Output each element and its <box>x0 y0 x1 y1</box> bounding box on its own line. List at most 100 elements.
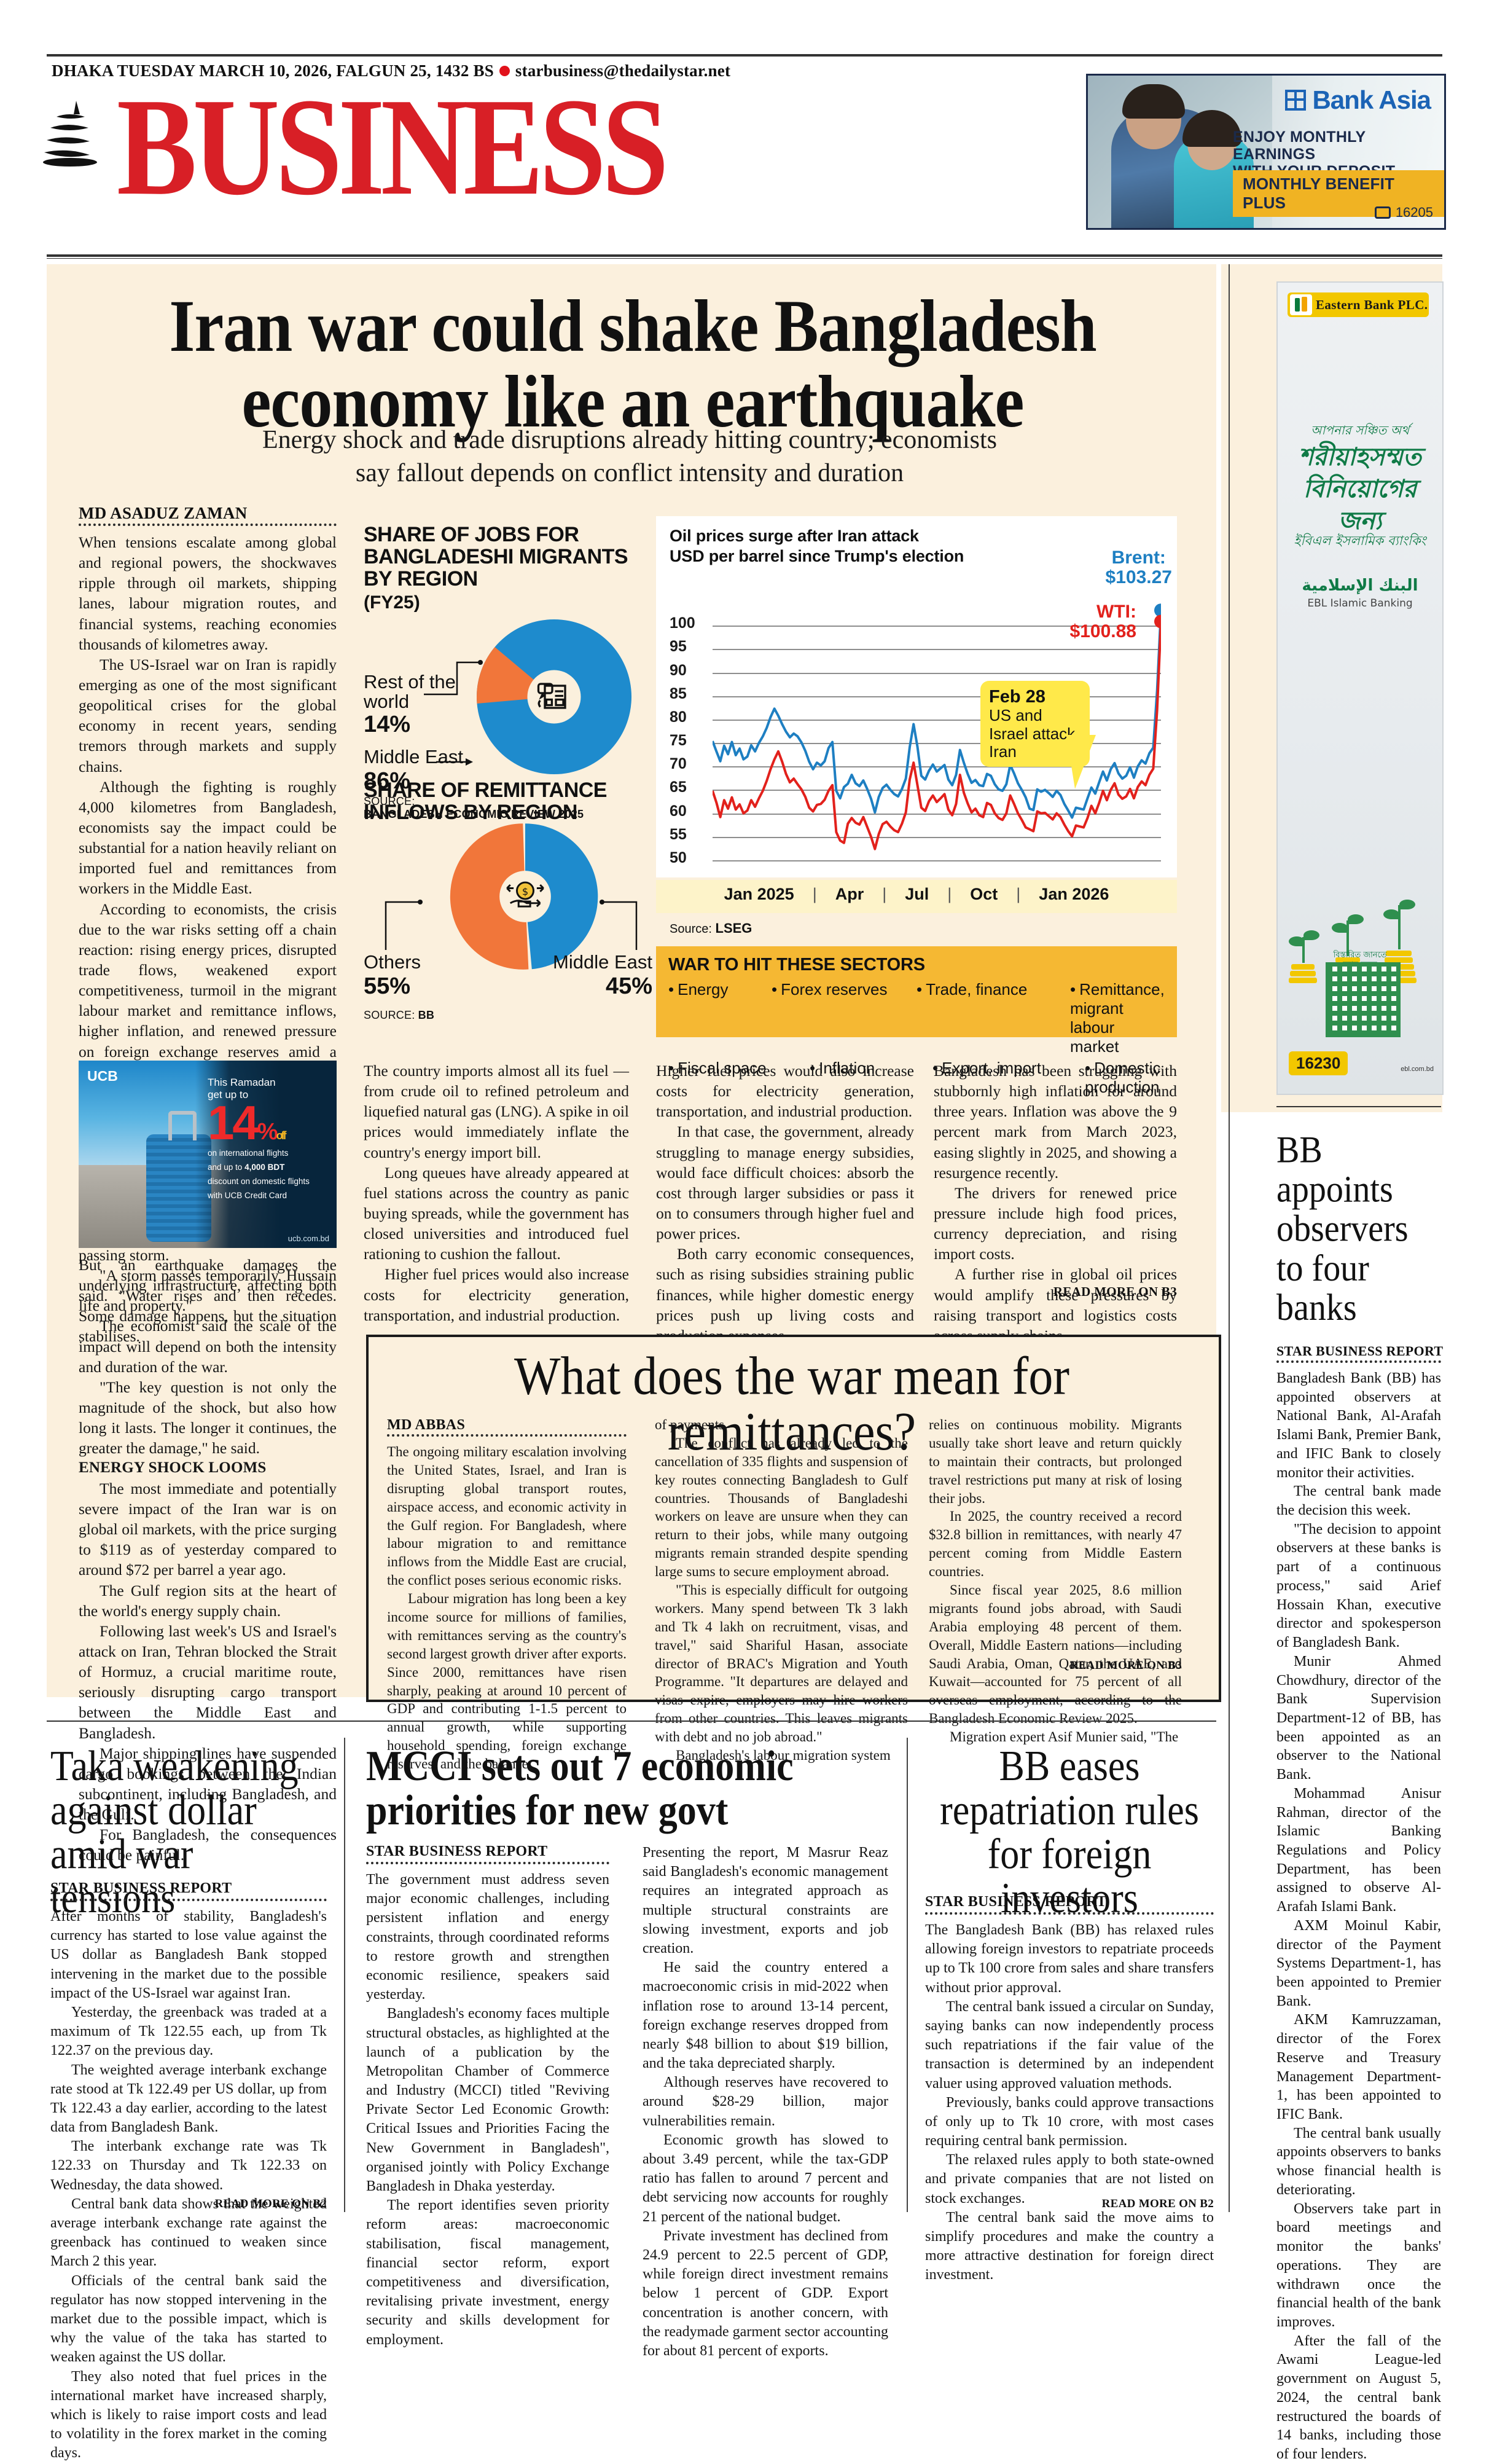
paragraph: Long queues have already appeared at fue… <box>364 1163 629 1263</box>
paragraph: Bangladesh's labour migration system <box>676 1748 891 1764</box>
bank-asia-mark-icon <box>1285 90 1307 111</box>
donut-jobs-label-a: Rest of the world <box>364 671 456 713</box>
ebl-cta-line-1: বিস্তারিত জানতে <box>1333 951 1387 960</box>
chart-x-tick-label: Jul <box>905 885 929 903</box>
dateline-text: DHAKA TUESDAY MARCH 10, 2026, FALGUN 25,… <box>52 61 494 80</box>
donut-jobs-period: (FY25) <box>364 592 420 613</box>
dateline: DHAKA TUESDAY MARCH 10, 2026, FALGUN 25,… <box>52 61 730 80</box>
ucb-ad-copy: This Ramadan get up to 14%off on interna… <box>208 1077 330 1201</box>
paragraph: "A storm passes temporarily, Hussain sai… <box>79 1266 337 1346</box>
chart-y-tick-label: 75 <box>670 732 687 750</box>
bank-asia-cta-button[interactable]: MONTHLY BENEFIT PLUS <box>1233 170 1444 217</box>
paragraph: But an earthquake damages the underlying… <box>79 1256 337 1315</box>
ad-photo <box>1088 76 1272 228</box>
qr-code-icon[interactable] <box>1326 962 1401 1037</box>
chart-series-svg <box>713 603 1161 850</box>
chart-gridline <box>713 626 1161 627</box>
ucb-line2: get up to <box>208 1089 249 1101</box>
paragraph: Observers take part in board meetings an… <box>1276 2200 1441 2330</box>
mcci-column-1: The government must address seven major … <box>366 1870 609 2350</box>
subheading: ENERGY SHOCK LOOMS <box>79 1459 267 1477</box>
chart-gridline <box>713 743 1161 745</box>
ucb-ad[interactable]: UCB This Ramadan get up to 14%off on int… <box>79 1061 337 1248</box>
bb-observers-headline: BB appoints observers to four banks <box>1276 1129 1409 1329</box>
bank-asia-hotline-number: 16205 <box>1395 205 1433 220</box>
ucb-line5: discount on domestic flights <box>208 1177 310 1187</box>
ucb-line4: and up to 4,000 BDT <box>208 1162 330 1172</box>
chart-gridline <box>713 766 1161 768</box>
remittance-column-2: of payments. The conflict has already led… <box>655 1416 908 1765</box>
paragraph: The ongoing military escalation involvin… <box>387 1444 627 1588</box>
lead-subheadline-line2: say fallout depends on conflict intensit… <box>355 458 904 487</box>
ebl-line-5: ইবিএল ইসলামিক ব্যাংকিং <box>1294 533 1426 548</box>
paragraph: Bangladesh has been struggling with stub… <box>934 1062 1177 1182</box>
ebl-store-link[interactable]: ebl.com.bd <box>1401 1065 1434 1073</box>
bank-asia-ad[interactable]: Bank Asia ENJOY MONTHLY EARNINGS WITH YO… <box>1086 74 1446 230</box>
paragraph: AKM Kamruzzaman, director of the Forex R… <box>1276 2012 1441 2123</box>
chart-x-tick-separator: | <box>882 885 887 903</box>
donut-remittance-leader-left <box>385 900 423 951</box>
lead-read-more[interactable]: READ MORE ON B3 <box>1053 1284 1177 1299</box>
donut-remittance-label-a: Others <box>364 951 421 973</box>
donut-remittance-chart: SHARE OF REMITTANCE INFLOWS BY REGION $ … <box>364 779 652 1022</box>
bank-asia-brand: Bank Asia <box>1312 85 1431 114</box>
chart-plot-area <box>713 602 1161 861</box>
remittance-read-more[interactable]: READ MORE ON B3 <box>1069 1659 1182 1672</box>
svg-text:$: $ <box>522 885 528 897</box>
chart-gridline <box>713 696 1161 697</box>
taka-body: After months of stability, Bangladesh's … <box>50 1907 327 2463</box>
paragraph: The economist said the scale of the impa… <box>79 1317 337 1376</box>
chart-gridline <box>713 672 1161 674</box>
war-sectors-row-2: Fiscal spaceInflationExport, importDomes… <box>656 1056 1177 1097</box>
taka-byline: STAR BUSINESS REPORT <box>50 1880 232 1896</box>
donut-remittance-svg: $ <box>450 823 598 970</box>
ebl-arabic: البنك الإسلامية <box>1302 576 1418 595</box>
chart-annotation-text: US and Israel attack Iran <box>989 706 1076 761</box>
paragraph: Mohammad Anisur Rahman, director of the … <box>1276 1785 1441 1915</box>
red-dot-icon <box>499 66 510 77</box>
chart-endpoint-wti <box>1154 614 1161 629</box>
remittance-column-3: relies on continuous mobility. Migrants … <box>929 1416 1182 1746</box>
sector-item: Inflation <box>810 1059 932 1097</box>
ucb-discount-number: 14 <box>208 1096 259 1150</box>
lead-subheadline: Energy shock and trade disruptions alrea… <box>184 424 1075 490</box>
right-rail-rule <box>1276 1106 1441 1107</box>
chart-y-tick-label: 50 <box>670 849 687 866</box>
paragraph: The drivers for renewed price pressure i… <box>934 1183 1177 1263</box>
chart-y-tick-label: 60 <box>670 802 687 820</box>
chart-y-tick-label: 65 <box>670 779 687 796</box>
phone-icon <box>1374 206 1391 219</box>
chart-x-tick-label: Jan 2026 <box>1039 885 1109 903</box>
masthead: BUSINESS <box>38 77 1058 217</box>
paragraph: The most immediate and potentially sever… <box>79 1479 337 1579</box>
bb-eases-read-more[interactable]: READ MORE ON B2 <box>1101 2197 1214 2210</box>
paragraph: The US-Israel war on Iran is rapidly eme… <box>79 655 337 775</box>
chart-gridline <box>713 790 1161 791</box>
paragraph: Previously, banks could approve transact… <box>925 2094 1214 2149</box>
ucb-line6: with UCB Credit Card <box>208 1191 287 1201</box>
chart-annotation-label: Feb 28 <box>989 687 1045 707</box>
eastern-bank-ad[interactable]: Eastern Bank PLC. আপনার সঞ্চিত অর্থ শরীয… <box>1276 281 1444 1095</box>
paragraph: of payments. <box>655 1417 728 1432</box>
paragraph: "This is especially difficult for outgoi… <box>655 1582 908 1745</box>
donut-jobs-title: SHARE OF JOBS FOR BANGLADESHI MIGRANTS B… <box>364 523 628 591</box>
bank-asia-headline-line1: ENJOY MONTHLY EARNINGS <box>1233 128 1366 163</box>
lead-headline-line2: economy like an earthquake <box>241 361 1024 444</box>
donut-remittance-leader-right <box>600 900 638 951</box>
paragraph: The country imports almost all its fuel … <box>364 1062 629 1161</box>
ucb-ad-overlay <box>195 1061 337 1248</box>
paragraph: The interbank exchange rate was Tk 122.3… <box>50 2138 327 2193</box>
paragraph: Following last week's US and Israel's at… <box>79 1622 337 1742</box>
chart-x-axis-band <box>656 880 1177 913</box>
chart-y-tick-label: 55 <box>670 825 687 843</box>
plant-stem-2 <box>1346 920 1349 956</box>
taka-read-more[interactable]: READ MORE ON B2 <box>214 2197 327 2210</box>
paragraph: Munir Ahmed Chowdhury, director of the B… <box>1276 1653 1441 1783</box>
lead-headline: Iran war could shake Bangladesh economy … <box>80 288 1186 444</box>
donut-remittance-label-b: Middle East <box>553 951 652 973</box>
sector-item: Trade, finance <box>916 980 1070 1056</box>
paragraph: Economic growth has slowed to about 3.49… <box>643 2132 888 2225</box>
paragraph: The Bangladesh Bank (BB) has relaxed rul… <box>925 1922 1214 1996</box>
ebl-brand: Eastern Bank PLC. <box>1316 297 1428 312</box>
paragraph: Bangladesh Bank (BB) has appointed obser… <box>1276 1370 1441 1481</box>
